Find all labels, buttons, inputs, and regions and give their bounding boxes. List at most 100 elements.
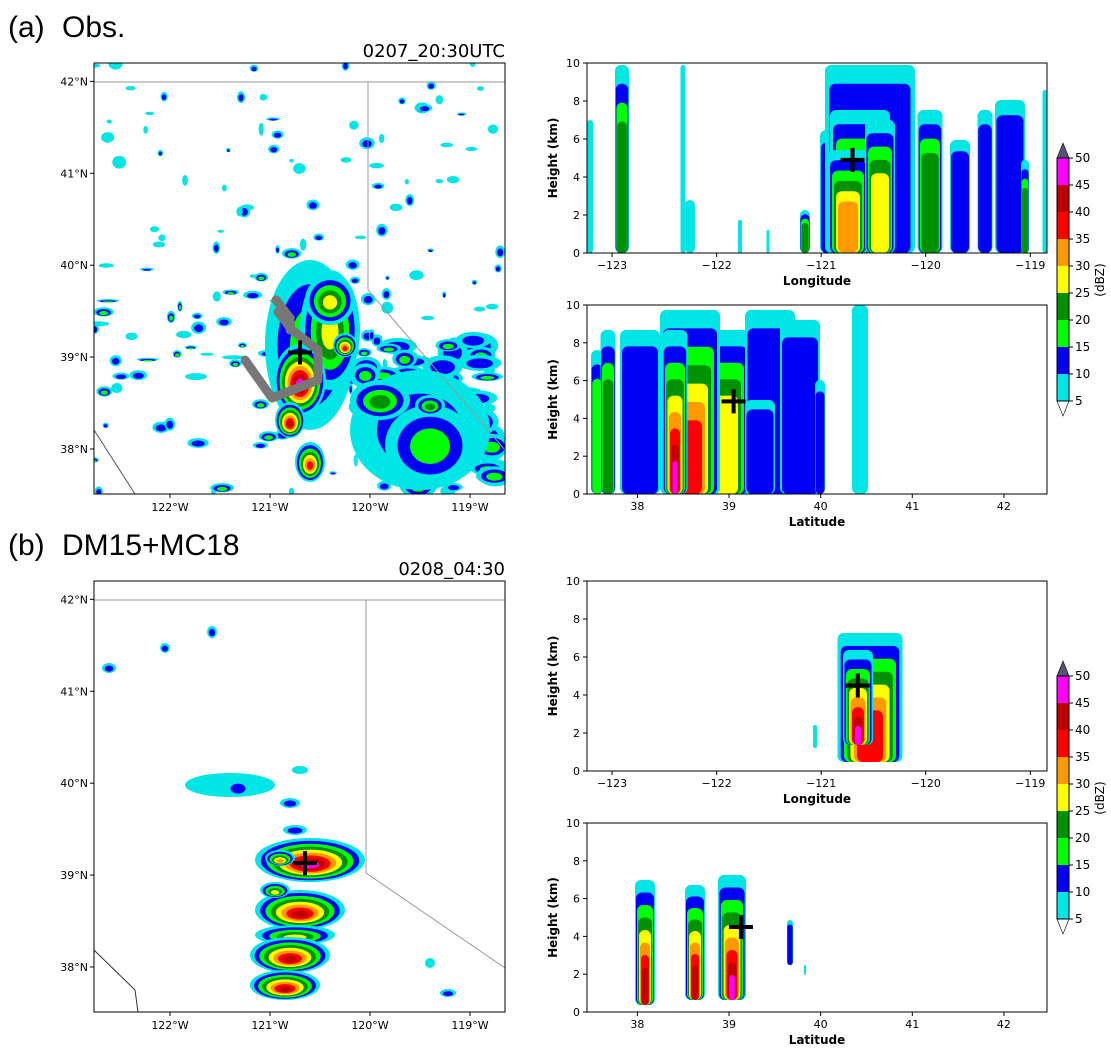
echo bbox=[465, 146, 478, 152]
y-tick-label: 8 bbox=[573, 337, 580, 350]
x-tick-label: 122°W bbox=[151, 501, 188, 514]
echo bbox=[143, 125, 148, 134]
echo bbox=[212, 291, 221, 302]
echo bbox=[111, 383, 123, 394]
y-axis-label: Height (km) bbox=[546, 877, 560, 958]
y-tick-label: 0 bbox=[573, 1006, 580, 1019]
echo bbox=[256, 403, 265, 408]
x-tick-label: 122°W bbox=[151, 1019, 188, 1032]
echo bbox=[276, 247, 279, 253]
echo bbox=[194, 324, 204, 333]
x-tick-label: 42 bbox=[997, 1018, 1011, 1031]
echo bbox=[738, 220, 742, 253]
echo bbox=[642, 967, 648, 1005]
echo bbox=[458, 113, 465, 116]
echo bbox=[270, 890, 280, 895]
echo bbox=[410, 428, 450, 464]
echo bbox=[299, 238, 307, 251]
echo bbox=[383, 347, 395, 352]
echo bbox=[409, 270, 424, 281]
echo bbox=[264, 435, 274, 440]
y-tick-label: 10 bbox=[566, 575, 580, 588]
echo bbox=[94, 63, 101, 68]
y-axis-label: Height (km) bbox=[546, 118, 560, 199]
echo bbox=[373, 337, 381, 345]
echo bbox=[111, 357, 120, 365]
echo bbox=[306, 461, 314, 470]
echo bbox=[166, 420, 174, 429]
colorbar-tick-label: 10 bbox=[1075, 367, 1090, 381]
echo bbox=[996, 115, 1024, 253]
colorbar-tick-label: 45 bbox=[1075, 178, 1090, 192]
y-tick-label: 42°N bbox=[60, 75, 88, 88]
echo bbox=[251, 66, 257, 72]
panel-title: DM15+MC18 bbox=[62, 529, 240, 562]
echo bbox=[378, 133, 385, 144]
echo bbox=[222, 184, 227, 192]
echo bbox=[386, 277, 389, 280]
x-tick-label: −119 bbox=[1015, 777, 1045, 790]
echo bbox=[487, 124, 499, 134]
echo bbox=[217, 229, 224, 233]
echo bbox=[404, 178, 409, 185]
x-tick-label: −120 bbox=[911, 777, 941, 790]
echo bbox=[292, 766, 308, 774]
echo bbox=[1042, 90, 1047, 253]
storm-track bbox=[271, 295, 295, 335]
state-border bbox=[367, 82, 505, 451]
colorbar-bin bbox=[1057, 158, 1069, 185]
echo bbox=[176, 330, 192, 339]
x-tick-label: 121°W bbox=[251, 1019, 288, 1032]
colorbar-bin bbox=[1057, 293, 1069, 320]
echo bbox=[178, 305, 181, 310]
lat-field bbox=[591, 305, 868, 494]
echo bbox=[369, 162, 384, 169]
echo bbox=[443, 293, 446, 298]
echo bbox=[322, 295, 338, 310]
echo bbox=[188, 347, 194, 350]
x-tick-label: −119 bbox=[1015, 259, 1045, 272]
echo bbox=[369, 331, 374, 340]
echo bbox=[155, 424, 167, 432]
echo bbox=[211, 489, 216, 494]
echo bbox=[442, 343, 454, 350]
echo bbox=[94, 459, 97, 463]
echo bbox=[193, 314, 201, 319]
y-tick-label: 0 bbox=[573, 247, 580, 260]
echo bbox=[486, 472, 503, 481]
colorbar-bin bbox=[1057, 239, 1069, 266]
echo bbox=[259, 93, 268, 101]
echo bbox=[852, 305, 868, 494]
echo bbox=[343, 63, 348, 70]
echo bbox=[692, 965, 698, 1000]
echo bbox=[486, 303, 499, 310]
echo bbox=[495, 266, 501, 272]
colorbar-tick-label: 45 bbox=[1075, 696, 1090, 710]
y-tick-label: 4 bbox=[573, 689, 580, 702]
colorbar-tick-label: 25 bbox=[1075, 286, 1090, 300]
echo bbox=[587, 120, 593, 253]
y-tick-label: 42°N bbox=[60, 593, 88, 606]
echo bbox=[379, 483, 389, 490]
echo bbox=[622, 346, 658, 494]
x-tick-label: −121 bbox=[806, 259, 836, 272]
echo bbox=[466, 358, 494, 369]
y-tick-label: 0 bbox=[573, 765, 580, 778]
echo bbox=[462, 335, 485, 346]
echo bbox=[399, 355, 411, 364]
echo bbox=[98, 263, 114, 268]
echo bbox=[175, 353, 180, 357]
y-tick-label: 2 bbox=[573, 727, 580, 740]
colorbar-bin bbox=[1057, 784, 1069, 811]
echo bbox=[484, 441, 500, 453]
section-frame bbox=[586, 304, 1048, 495]
colorbar-bin bbox=[1057, 703, 1069, 730]
echo bbox=[369, 394, 391, 409]
echo bbox=[222, 355, 244, 360]
echo bbox=[142, 359, 153, 362]
colorbar-bin bbox=[1057, 347, 1069, 374]
colorbar-tick-label: 15 bbox=[1075, 858, 1090, 872]
echo bbox=[360, 351, 368, 356]
echo bbox=[276, 859, 284, 863]
echo bbox=[268, 118, 278, 121]
